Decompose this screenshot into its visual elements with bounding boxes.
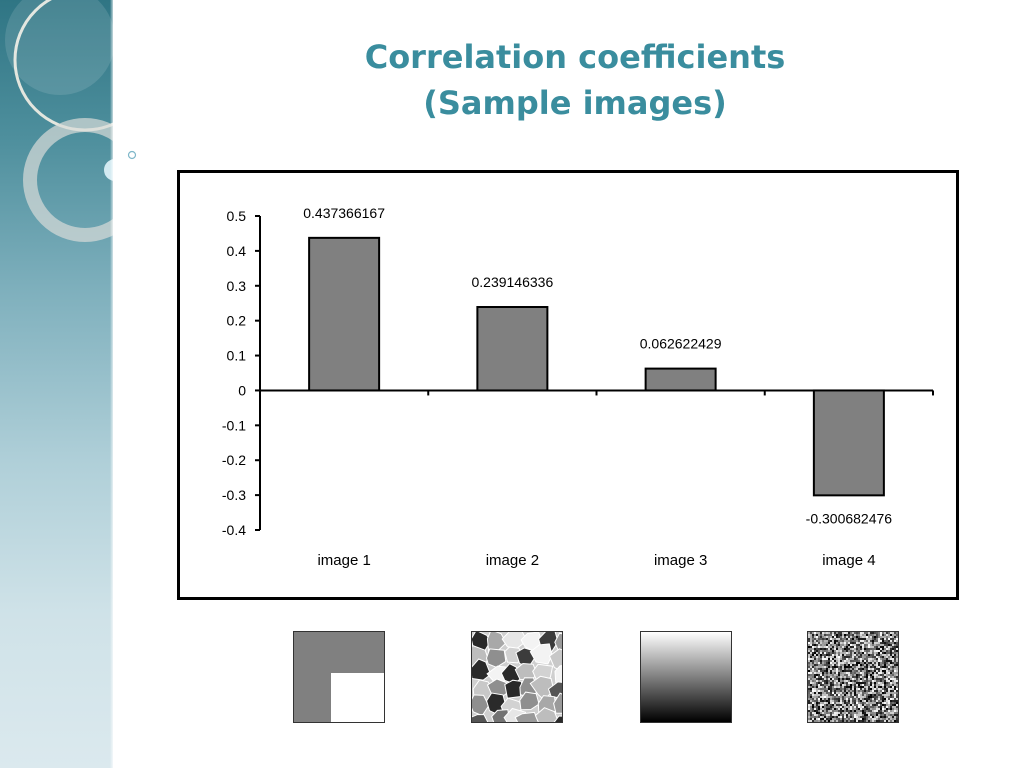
thumbnail-image-3 (640, 631, 732, 723)
category-label: image 2 (486, 552, 539, 569)
slide-title: Correlation coefficients (Sample images) (180, 34, 970, 126)
y-tick-label: 0.2 (227, 313, 247, 329)
data-label: 0.239146336 (471, 274, 553, 290)
thumbnail-image-2 (471, 631, 563, 723)
y-tick-label: -0.2 (222, 452, 246, 468)
data-label: -0.300682476 (806, 510, 893, 526)
small-circle-icon (127, 150, 137, 160)
data-label: 0.062622429 (640, 336, 722, 352)
category-label: image 1 (317, 552, 370, 569)
slide-title-line1: Correlation coefficients (364, 38, 786, 76)
y-tick-label: -0.1 (222, 417, 246, 433)
y-tick-label: -0.4 (222, 522, 246, 538)
bar (308, 236, 381, 392)
y-tick-label: 0.5 (227, 208, 247, 224)
bar (644, 367, 717, 392)
y-tick-label: 0.1 (227, 348, 247, 364)
slide-title-line2: (Sample images) (423, 84, 727, 122)
chart-frame: 0.5 0.4 0.3 0.2 0.1 0 -0.1 -0.2 -0.3 -0.4 0.437366… (177, 170, 959, 600)
y-tick-label: 0.4 (227, 243, 247, 259)
category-label: image 3 (654, 552, 707, 569)
bar-chart: 0.5 0.4 0.3 0.2 0.1 0 -0.1 -0.2 -0.3 -0.4 0.437366… (222, 205, 934, 569)
y-tick-label: 0 (238, 382, 246, 398)
data-label: 0.437366167 (303, 205, 385, 221)
category-label: image 4 (822, 552, 875, 569)
bar (812, 389, 885, 497)
bar (476, 306, 549, 392)
y-tick-label: 0.3 (227, 278, 247, 294)
thumbnail-image-1 (293, 631, 385, 723)
decorative-rings (5, 0, 113, 242)
thumbnail-image-4 (807, 631, 899, 723)
decorative-sidebar (0, 0, 113, 768)
y-tick-label: -0.3 (222, 487, 246, 503)
